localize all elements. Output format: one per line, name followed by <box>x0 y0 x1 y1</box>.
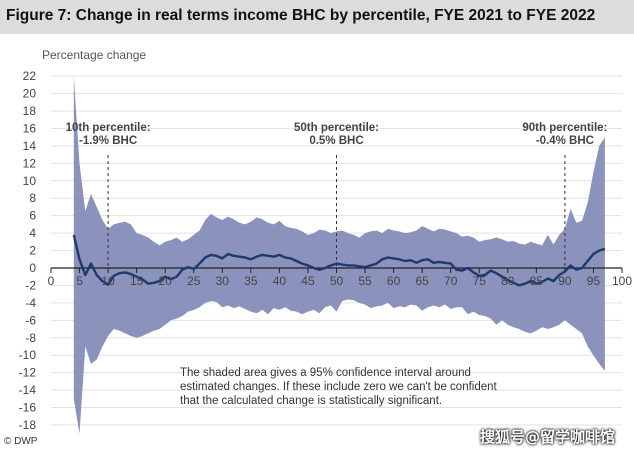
chart-title: Figure 7: Change in real terms income BH… <box>6 7 596 24</box>
y-tick-label: 16 <box>23 121 37 135</box>
y-tick-label: 0 <box>29 261 36 275</box>
y-tick-label: -16 <box>19 401 37 415</box>
y-tick-label: -12 <box>19 366 37 380</box>
note-line: The shaded area gives a 95% confidence i… <box>180 367 471 379</box>
x-tick-label: 45 <box>301 274 315 288</box>
percentile-annotation: -0.4% BHC <box>536 135 594 147</box>
y-tick-label: -10 <box>19 348 37 362</box>
x-tick-label: 20 <box>159 274 173 288</box>
y-tick-label: -2 <box>25 278 36 292</box>
x-tick-label: 60 <box>387 274 401 288</box>
y-tick-label: -4 <box>25 296 36 310</box>
x-tick-label: 10 <box>101 274 115 288</box>
change-line <box>72 234 606 287</box>
note-line: estimated changes. If these include zero… <box>180 381 498 393</box>
percentile-annotation: 0.5% BHC <box>309 135 363 147</box>
x-tick-label: 70 <box>444 274 458 288</box>
x-tick-label: 90 <box>558 274 572 288</box>
x-tick-label: 40 <box>273 274 287 288</box>
x-tick-label: 0 <box>48 274 55 288</box>
x-tick-label: 25 <box>187 274 201 288</box>
note: The shaded area gives a 95% confidence i… <box>180 367 498 407</box>
x-tick-label: 95 <box>587 274 601 288</box>
y-tick-label: 4 <box>29 226 36 240</box>
y-tick-label: 2 <box>29 244 36 258</box>
percentile-annotation: -1.9% BHC <box>79 135 137 147</box>
y-tick-label: 6 <box>29 209 36 223</box>
title-bar: Figure 7: Change in real terms income BH… <box>0 0 634 34</box>
tick-labels: -18 -16 -14 -12 -10 -8 -6 -4 -2 0 2 4 6 8 10 12 14 16 18 20… <box>19 69 633 432</box>
note-line: that the calculated change is statistica… <box>180 395 442 407</box>
y-tick-label: 18 <box>23 104 37 118</box>
x-tick-label: 55 <box>358 274 372 288</box>
y-tick-label: 12 <box>23 156 37 170</box>
y-tick-label: 14 <box>23 139 37 153</box>
y-tick-label: 22 <box>23 69 37 83</box>
median-line-layer <box>72 234 606 287</box>
y-axis-label: Percentage change <box>42 48 147 62</box>
x-tick-label: 5 <box>76 274 83 288</box>
y-tick-label: 20 <box>23 87 37 101</box>
confidence-band <box>73 76 605 434</box>
x-tick-label: 15 <box>130 274 144 288</box>
percentile-annotation: 10th percentile: <box>66 122 151 134</box>
x-tick-label: 65 <box>415 274 429 288</box>
axes <box>50 267 623 273</box>
percentile-annotation: 90th percentile: <box>522 122 607 134</box>
source-credit: © DWP <box>4 436 38 447</box>
y-tick-label: -8 <box>25 331 36 345</box>
y-tick-label: 8 <box>29 191 36 205</box>
x-tick-label: 30 <box>216 274 230 288</box>
y-tick-label: -14 <box>19 383 37 397</box>
x-tick-label: 35 <box>244 274 258 288</box>
y-tick-label: 10 <box>23 174 37 188</box>
x-tick-label: 50 <box>330 274 344 288</box>
y-tick-label: -6 <box>25 313 36 327</box>
watermark: 搜狐号@留学咖啡馆 <box>480 428 616 446</box>
x-tick-label: 80 <box>501 274 515 288</box>
y-tick-label: -18 <box>19 418 37 432</box>
annotations: 10th percentile:-1.9% BHC 50th percentile… <box>66 122 607 268</box>
x-tick-label: 75 <box>473 274 487 288</box>
confidence-band-layer <box>73 76 605 434</box>
x-tick-label: 100 <box>612 274 632 288</box>
percentile-annotation: 50th percentile: <box>294 122 379 134</box>
x-tick-label: 85 <box>530 274 544 288</box>
